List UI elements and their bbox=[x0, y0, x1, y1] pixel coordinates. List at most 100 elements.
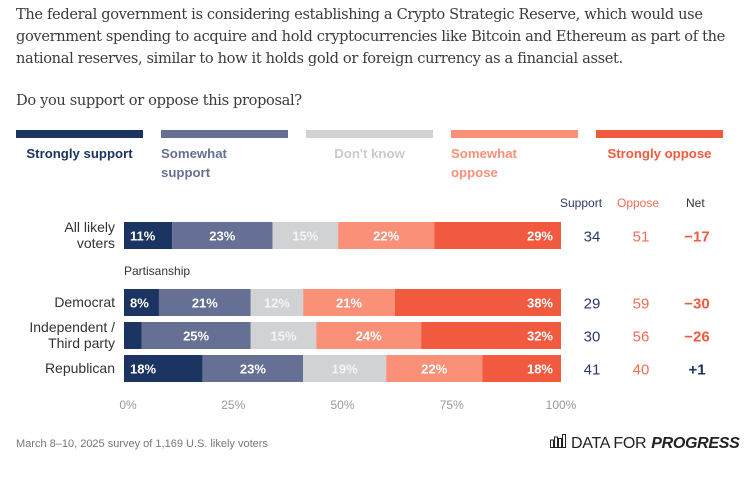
bar-data-label: 12% bbox=[264, 296, 290, 311]
legend-swatch bbox=[161, 130, 288, 138]
bar-data-label: 21% bbox=[336, 296, 362, 311]
bar-data-label: 24% bbox=[356, 329, 382, 344]
bar-segment-strongly-oppose bbox=[421, 322, 561, 349]
bar-segment-strongly-support bbox=[124, 222, 173, 249]
bar-data-label: 23% bbox=[209, 229, 235, 244]
row-label: Republican bbox=[45, 360, 115, 376]
row-label-line: voters bbox=[76, 235, 115, 251]
bar-segment-strongly-support bbox=[124, 289, 159, 316]
legend-label: Don't know bbox=[306, 144, 433, 163]
bar-data-label: 15% bbox=[292, 229, 318, 244]
x-tick-label: 75% bbox=[440, 398, 464, 412]
net-value: −30 bbox=[684, 296, 709, 313]
survey-question: The federal government is considering es… bbox=[16, 6, 725, 67]
x-tick-label: 50% bbox=[330, 398, 354, 412]
bar-data-label: 29% bbox=[527, 229, 553, 244]
x-tick-label: 100% bbox=[546, 398, 577, 412]
logo-text-light: DATA FOR bbox=[571, 434, 647, 452]
bar-segment-somewhat-support bbox=[158, 289, 251, 316]
bar-data-label: 32% bbox=[527, 329, 553, 344]
bar-data-label: 18% bbox=[130, 362, 156, 377]
bar-segment-dont-know bbox=[303, 355, 387, 382]
bar-segment-strongly-support bbox=[124, 322, 142, 349]
survey-prompt: Do you support or oppose this proposal? bbox=[16, 92, 302, 109]
bar-segment-somewhat-support bbox=[172, 222, 273, 249]
bar-data-label: 21% bbox=[192, 296, 218, 311]
footer-note: March 8–10, 2025 survey of 1,169 U.S. li… bbox=[16, 438, 268, 450]
bar-data-label: 22% bbox=[373, 229, 399, 244]
bar-segment-strongly-oppose bbox=[394, 289, 561, 316]
net-value: −17 bbox=[684, 229, 709, 246]
legend-label: Strongly oppose bbox=[596, 144, 723, 163]
oppose-value: 40 bbox=[633, 362, 650, 379]
legend-item-dont-know: Don't know bbox=[306, 130, 433, 163]
row-label: Independent / Third party bbox=[29, 319, 115, 351]
legend-label-line: support bbox=[161, 165, 211, 180]
bar-segment-somewhat-oppose bbox=[316, 322, 422, 349]
legend-item-strongly-support: Strongly support bbox=[16, 130, 143, 163]
oppose-value: 59 bbox=[633, 296, 650, 313]
bar-data-label: 19% bbox=[332, 362, 358, 377]
row-label: All likely voters bbox=[64, 219, 115, 251]
column-header-oppose: Oppose bbox=[617, 196, 660, 210]
net-value: −26 bbox=[684, 329, 709, 346]
support-value: 29 bbox=[584, 296, 601, 313]
bar-segment-somewhat-oppose bbox=[386, 355, 483, 382]
bar-segment-somewhat-support bbox=[141, 322, 251, 349]
column-header-support: Support bbox=[560, 196, 603, 210]
legend-swatch bbox=[16, 130, 143, 138]
oppose-value: 56 bbox=[633, 329, 650, 346]
legend-item-strongly-oppose: Strongly oppose bbox=[596, 130, 723, 163]
oppose-value: 51 bbox=[633, 229, 650, 246]
row-label-line: Republican bbox=[44, 360, 115, 376]
bar-data-label: 11% bbox=[130, 229, 156, 244]
legend-label-line: Don't know bbox=[334, 146, 405, 161]
legend-label: Strongly support bbox=[16, 144, 143, 163]
x-tick-label: 25% bbox=[221, 398, 245, 412]
column-header-net: Net bbox=[686, 196, 705, 210]
bar-segment-strongly-oppose bbox=[482, 355, 561, 382]
legend-item-somewhat-support: Somewhat support bbox=[161, 130, 288, 182]
legend-swatch bbox=[596, 130, 723, 138]
legend-label-line: Strongly support bbox=[26, 146, 133, 161]
support-value: 41 bbox=[584, 362, 601, 379]
bar-segment-dont-know bbox=[250, 289, 304, 316]
legend-label-line: Strongly oppose bbox=[607, 146, 712, 161]
bar-data-label: 38% bbox=[527, 296, 553, 311]
legend-label-line: oppose bbox=[451, 165, 498, 180]
legend-label: Somewhat oppose bbox=[451, 144, 578, 182]
support-value: 34 bbox=[584, 229, 601, 246]
bar-data-label: 15% bbox=[270, 329, 296, 344]
bar-segment-dont-know bbox=[272, 222, 339, 249]
brand-logo: DATA FOR PROGRESS bbox=[550, 434, 740, 453]
legend-item-somewhat-oppose: Somewhat oppose bbox=[451, 130, 578, 182]
row-label-line: Third party bbox=[48, 335, 115, 351]
bar-segment-somewhat-oppose bbox=[303, 289, 395, 316]
legend-swatch bbox=[306, 130, 433, 138]
bar-segment-strongly-oppose bbox=[434, 222, 561, 249]
net-value: +1 bbox=[688, 362, 705, 379]
bar-segment-dont-know bbox=[250, 322, 317, 349]
bar-data-label: 22% bbox=[421, 362, 447, 377]
bar-data-label: 23% bbox=[240, 362, 266, 377]
legend-swatch bbox=[451, 130, 578, 138]
row-label-line: Independent / bbox=[29, 319, 115, 335]
logo-text-bold: PROGRESS bbox=[651, 434, 740, 452]
legend-label: Somewhat support bbox=[161, 144, 288, 182]
row-label-line: All likely bbox=[64, 219, 115, 235]
bar-chart-icon bbox=[550, 434, 566, 453]
bar-data-label: 8% bbox=[130, 296, 149, 311]
section-label-partisanship: Partisanship bbox=[124, 264, 191, 278]
bar-segment-somewhat-support bbox=[202, 355, 304, 382]
support-value: 30 bbox=[584, 329, 601, 346]
x-tick-label: 0% bbox=[119, 398, 137, 412]
bar-data-label: 25% bbox=[183, 329, 209, 344]
legend-label-line: Somewhat bbox=[161, 146, 227, 161]
bar-data-label: 18% bbox=[527, 362, 553, 377]
bar-segment-strongly-support bbox=[124, 355, 203, 382]
legend-label-line: Somewhat bbox=[451, 146, 517, 161]
row-label-line: Democrat bbox=[54, 294, 115, 310]
bar-segment-somewhat-oppose bbox=[338, 222, 435, 249]
row-label: Democrat bbox=[54, 294, 115, 310]
